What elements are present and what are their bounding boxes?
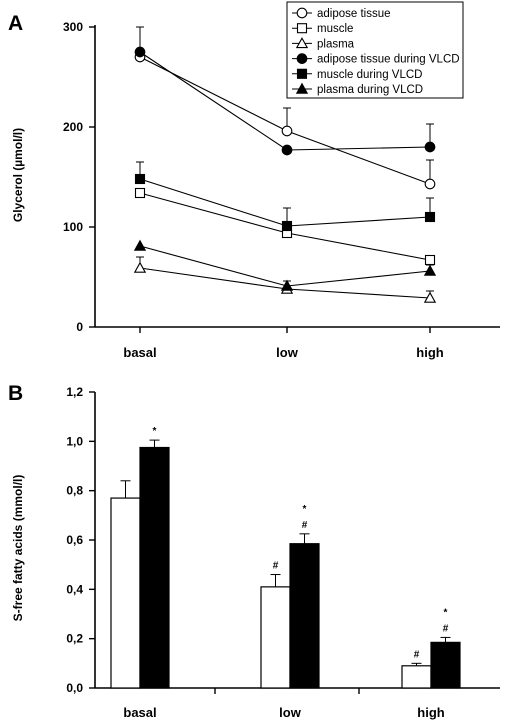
panel-b-x-tick-label: basal — [123, 705, 156, 720]
panel-a-y-tick-label: 300 — [63, 20, 83, 34]
series-adipose-tissue-during-vlcd-point — [134, 46, 146, 58]
legend-marker-plasma — [295, 37, 309, 49]
panel-a-x-tick-label: low — [276, 345, 299, 360]
panel-b-y-tick-label: 0,0 — [66, 681, 83, 695]
series-muscle-during-vlcd-line — [139, 178, 431, 227]
bar-significance-label: * — [444, 607, 448, 618]
series-plasma-during-vlcd-point — [280, 279, 294, 291]
series-muscle-during-vlcd-point — [424, 211, 436, 223]
legend-entry-label: adipose tissue — [317, 8, 391, 20]
bar-white-basal — [110, 497, 141, 689]
bar-black-basal — [139, 446, 170, 689]
legend-entry-label: plasma — [317, 38, 355, 50]
panel-a-legend: adipose tissue muscle plasma adipose tissue… — [286, 1, 464, 99]
series-muscle-during-vlcd-point — [281, 220, 293, 232]
legend-marker-muscle-during-vlcd — [296, 68, 308, 79]
panel-b-bars: ##**#*# — [110, 426, 461, 689]
series-adipose-tissue-point — [424, 178, 436, 190]
legend-entry-label: muscle — [317, 23, 353, 35]
series-plasma-during-vlcd-point — [133, 239, 147, 251]
legend-marker-adipose-tissue-during-vlcd — [296, 53, 308, 64]
legend-entry-label: plasma during VLCD — [317, 84, 423, 96]
panel-b-x-tick-label: low — [279, 705, 302, 720]
series-muscle-during-vlcd-point — [134, 173, 146, 185]
panel-a-legend-box — [286, 1, 464, 99]
series-plasma-point — [133, 261, 147, 273]
panel-b-y-tick-label: 1,0 — [66, 434, 83, 448]
series-plasma-during-vlcd-point — [423, 264, 437, 276]
legend-marker-muscle — [296, 23, 308, 34]
bar-white-high — [401, 665, 432, 689]
bar-significance-label: # — [273, 561, 279, 572]
series-muscle-point — [424, 254, 436, 266]
panel-a-y-axis-label: Glycerol (µmol/l) — [11, 128, 25, 222]
bar-white-low — [260, 586, 291, 689]
panel-b-y-ticks: 0,0 0,2 0,4 0,6 0,8 1,0 1,2 — [66, 385, 95, 695]
series-adipose-tissue-point — [281, 125, 293, 137]
series-muscle-point — [134, 187, 146, 199]
bar-series-black: * * # * # — [139, 426, 461, 689]
panel-b-x-tick-label: high — [417, 705, 444, 720]
bar-series-white: ## — [110, 480, 432, 689]
panel-a-x-tick-label: high — [416, 345, 443, 360]
series-adipose-tissue-during-vlcd-point — [424, 141, 436, 153]
series-muscle-during-vlcd — [134, 161, 436, 232]
panel-a-x-tick-label: basal — [123, 345, 156, 360]
legend-marker-plasma-during-vlcd — [295, 82, 309, 94]
series-plasma-during-vlcd — [133, 239, 437, 291]
panel-b-y-axis-label: S-free fatty acids (mmol/l) — [11, 475, 25, 622]
panel-b-y-tick-label: 0,4 — [66, 582, 83, 596]
legend-entry-label: muscle during VLCD — [317, 69, 422, 81]
bar-significance-label: # — [443, 623, 449, 634]
bar-significance-label: # — [414, 649, 420, 660]
panel-a-y-tick-label: 0 — [76, 320, 83, 334]
panel-b-label: B — [8, 382, 23, 405]
panel-a-series — [133, 26, 437, 303]
panel-b-y-tick-label: 0,2 — [66, 632, 83, 646]
panel-a-y-ticks: 0 100 200 300 — [63, 20, 95, 334]
series-adipose-tissue-during-vlcd-point — [281, 144, 293, 156]
legend-entry-label: adipose tissue during VLCD — [317, 54, 460, 66]
bar-significance-label: # — [302, 520, 308, 531]
bar-significance-label: * — [303, 504, 307, 515]
bar-black-high — [430, 641, 461, 689]
series-adipose-tissue-during-vlcd — [134, 26, 436, 156]
panel-b-y-tick-label: 1,2 — [66, 385, 83, 399]
panel-b-y-tick-label: 0,8 — [66, 484, 83, 498]
panel-a-y-tick-label: 100 — [63, 220, 83, 234]
panel-a-label: A — [8, 12, 23, 35]
panel-a-y-tick-label: 200 — [63, 120, 83, 134]
bar-significance-label: * — [153, 426, 157, 437]
panel-a-x-ticks: basal low high — [123, 327, 444, 360]
series-adipose-tissue — [134, 51, 436, 190]
panel-a-axes — [94, 25, 500, 328]
panel-b-y-tick-label: 0,6 — [66, 533, 83, 547]
panel-b-x-ticks: basal low high — [123, 688, 445, 720]
series-plasma — [133, 256, 437, 303]
bar-black-low — [289, 543, 320, 689]
series-plasma-point — [423, 291, 437, 303]
legend-marker-adipose-tissue — [296, 7, 308, 19]
